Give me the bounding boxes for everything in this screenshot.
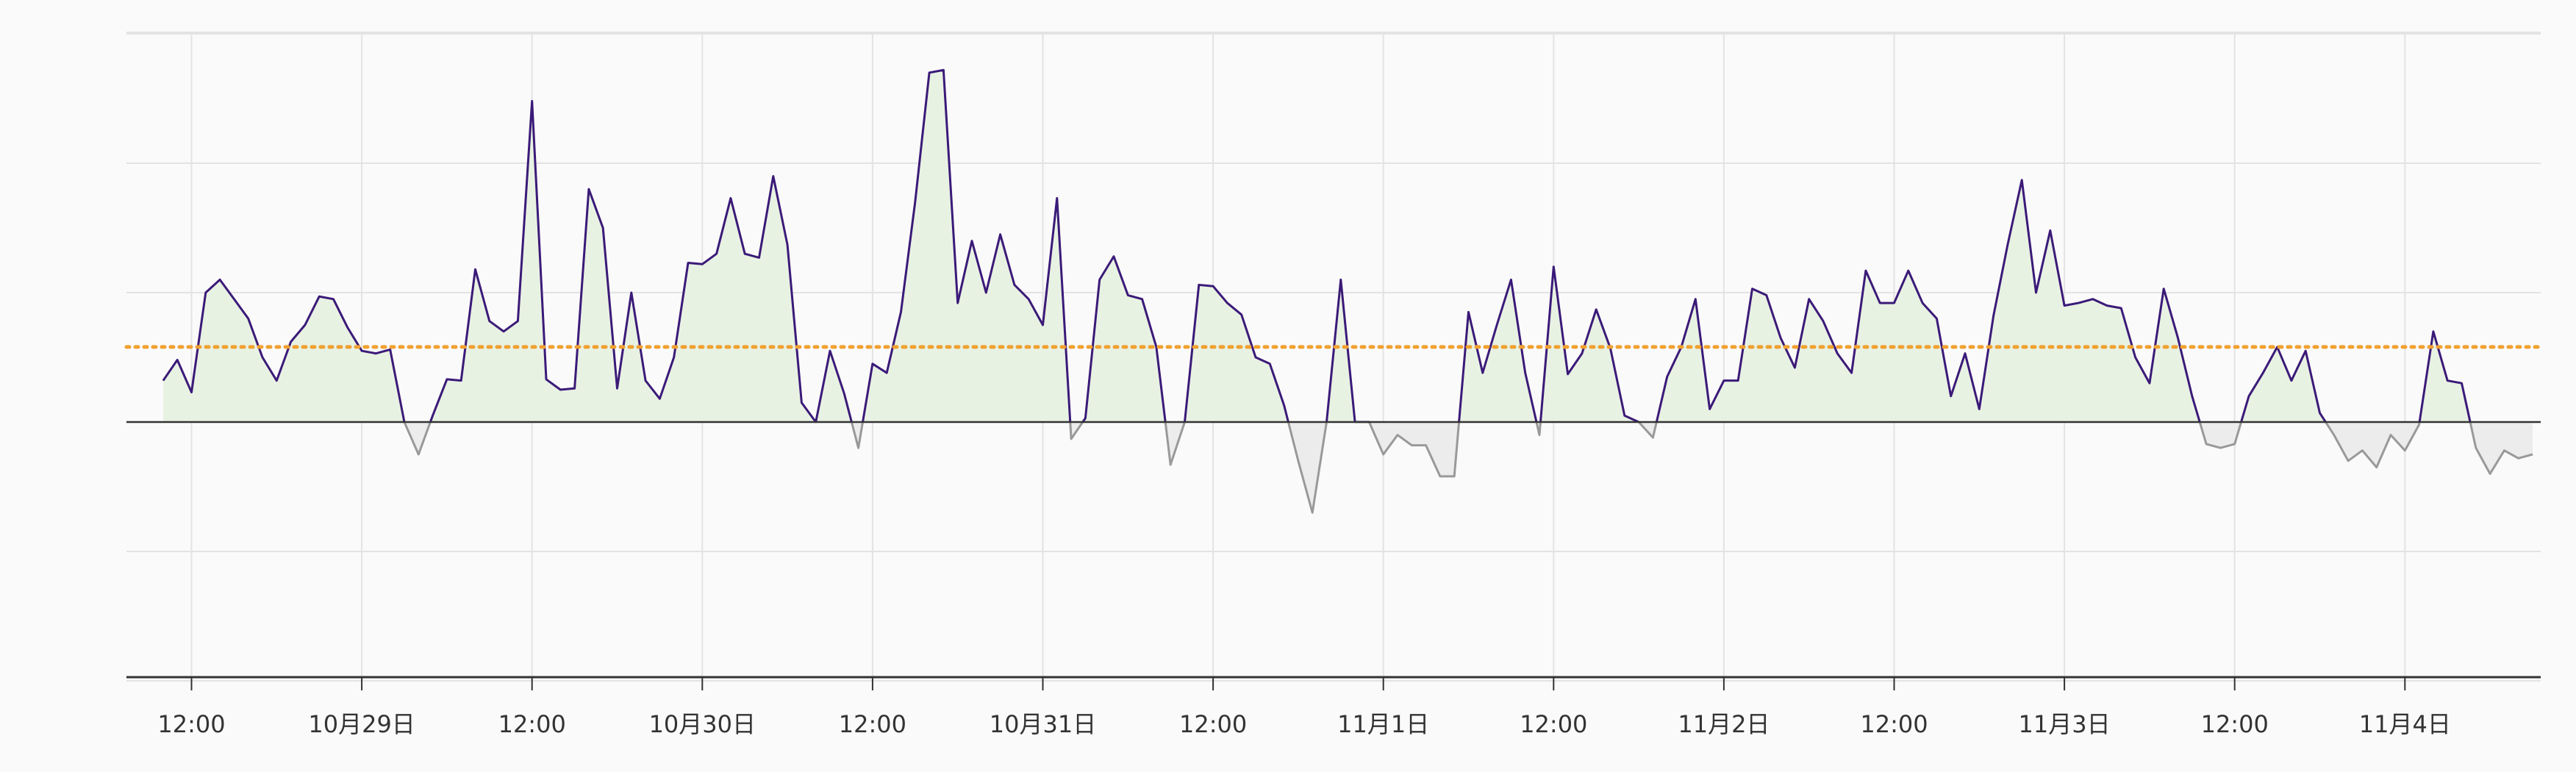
x-tick-label: 11月4日 — [2359, 710, 2451, 738]
x-tick-label: 11月1日 — [1337, 710, 1429, 738]
area-fill-positive — [162, 70, 2533, 422]
x-tick-label: 10月30日 — [649, 710, 756, 738]
x-tick-label: 12:00 — [839, 710, 906, 738]
x-tick-label: 11月2日 — [1678, 710, 1770, 738]
x-tick-label: 12:00 — [1179, 710, 1247, 738]
series-line-positive — [162, 68, 2472, 422]
x-tick-label: 12:00 — [157, 710, 225, 738]
x-tick-label: 11月3日 — [2019, 710, 2111, 738]
x-tick-label: 10月29日 — [308, 710, 415, 738]
x-tick-label: 12:00 — [498, 710, 566, 738]
x-tick-label: 12:00 — [1520, 710, 1587, 738]
x-tick-label: 12:00 — [2201, 710, 2269, 738]
x-tick-label: 12:00 — [1860, 710, 1928, 738]
x-tick-label: 10月31日 — [990, 710, 1096, 738]
